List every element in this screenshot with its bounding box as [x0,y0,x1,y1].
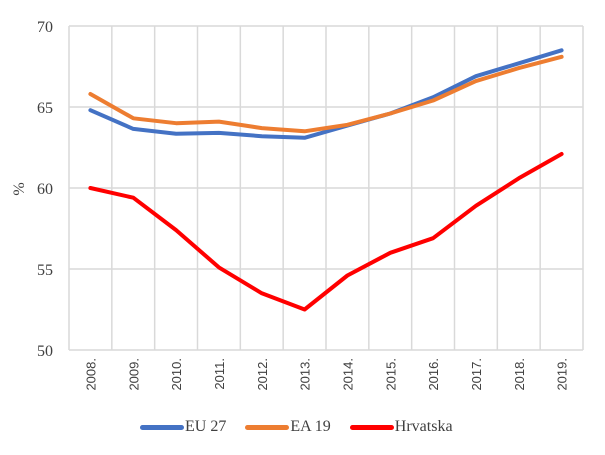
x-tick-label: 2016. [426,358,441,391]
legend-item: EU 27 [140,418,226,436]
x-tick-label: 2012. [255,358,270,391]
x-tick-label: 2017. [469,358,484,391]
legend-swatch [140,424,184,430]
series-line-hrvatska [88,152,564,312]
y-axis-ticks: 50 55 60 65 70 [37,19,53,360]
series-lines [88,48,564,312]
x-tick-label: 2014. [340,358,355,391]
x-tick-label: 2009. [126,358,141,391]
y-axis-label: % [11,182,28,195]
y-tick-label: 65 [37,100,53,117]
y-tick-label: 70 [37,19,53,36]
gridlines [68,25,584,351]
y-tick-label: 50 [37,343,53,360]
legend-swatch [245,424,290,430]
x-tick-label: 2008. [83,358,98,391]
x-tick-label: 2010. [169,358,184,391]
legend-label: EA 19 [290,418,331,435]
legend-item: Hrvatska [349,418,453,436]
x-tick-label: 2011. [212,358,227,390]
legend-label: EU 27 [185,418,227,435]
legend-item: EA 19 [245,418,331,436]
x-tick-label: 2015. [383,358,398,391]
x-tick-label: 2018. [512,358,527,391]
y-tick-label: 55 [37,262,53,279]
y-tick-label: 60 [37,181,53,198]
legend-swatch [349,424,394,430]
series-line-ea-19 [88,54,564,134]
x-tick-label: 2019. [555,358,570,391]
series-line-eu-27 [88,48,564,140]
x-axis-ticks: 2008. 2009. 2010. 2011. 2012. 2013. 2014. 2015.… [83,358,569,391]
x-tick-label: 2013. [298,358,313,391]
legend: EU 27 EA 19 Hrvatska [140,417,472,437]
legend-label: Hrvatska [394,418,453,435]
